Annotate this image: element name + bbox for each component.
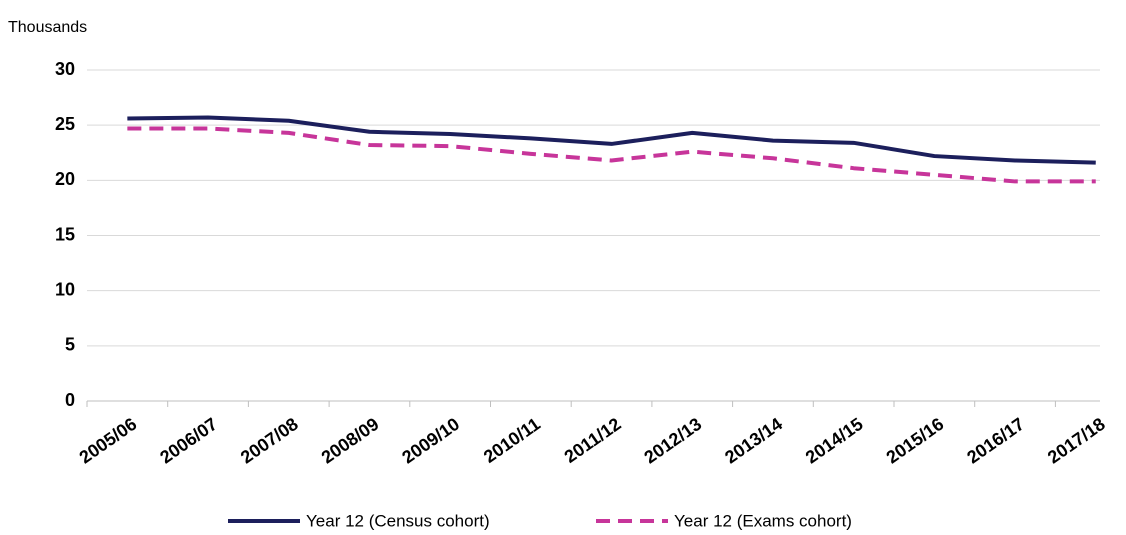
line-series	[127, 115, 1096, 165]
x-tick-label: 2006/07	[156, 414, 221, 468]
y-axis-label: Thousands	[8, 19, 87, 36]
legend-label: Year 12 (Exams cohort)	[674, 511, 852, 530]
x-tick-label: 2010/11	[480, 414, 544, 467]
x-tick-label: 2005/06	[76, 414, 141, 468]
y-tick-label: 5	[65, 335, 75, 355]
x-tick-label: 2015/16	[883, 414, 948, 468]
line-series	[127, 126, 1096, 184]
y-tick-label: 10	[55, 279, 75, 299]
x-tick-label: 2014/15	[802, 414, 867, 468]
y-tick-label: 15	[55, 224, 75, 244]
y-tick-label: 0	[65, 390, 75, 410]
x-tick-label: 2012/13	[640, 414, 705, 468]
y-tick-label: 30	[55, 59, 75, 79]
x-tick-label: 2011/12	[561, 414, 625, 467]
legend-label: Year 12 (Census cohort)	[306, 511, 490, 530]
x-tick-label: 2013/14	[721, 414, 786, 468]
x-tick-label: 2016/17	[963, 414, 1028, 468]
x-tick-label: 2017/18	[1044, 414, 1109, 468]
x-tick-label: 2008/09	[318, 414, 383, 468]
x-tick-label: 2007/08	[237, 414, 302, 468]
y-tick-label: 20	[55, 169, 75, 189]
x-tick-label: 2009/10	[398, 414, 463, 468]
y-tick-label: 25	[55, 114, 75, 134]
